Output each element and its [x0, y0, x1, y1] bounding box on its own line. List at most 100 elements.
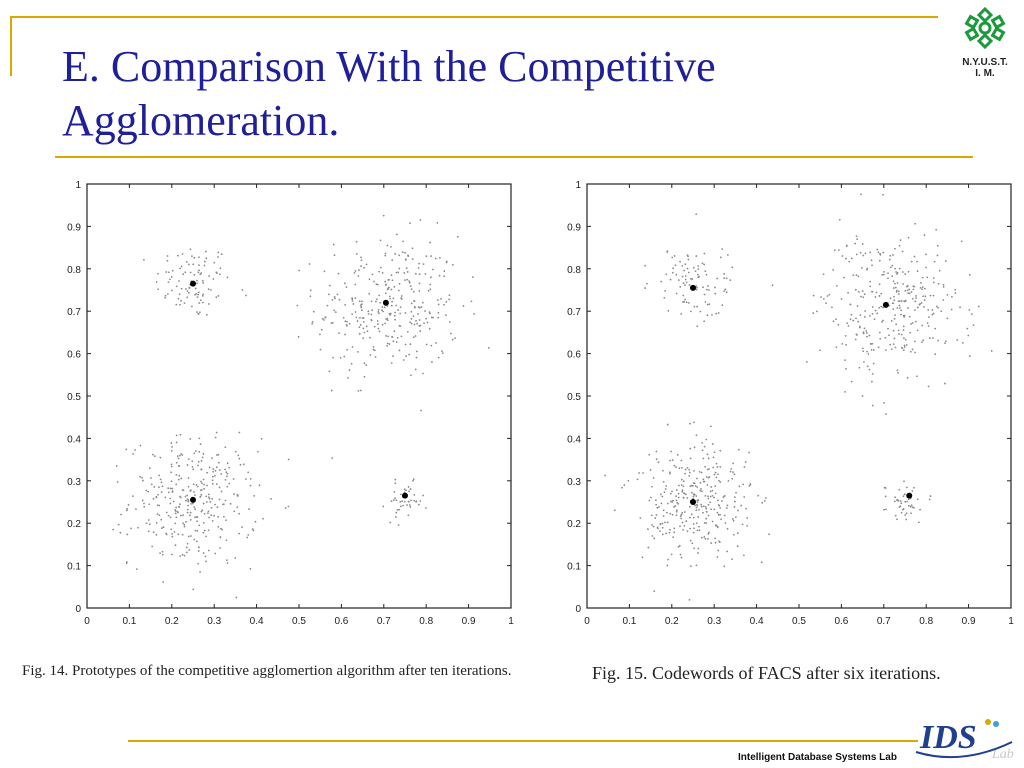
data-point: [394, 497, 396, 500]
data-point: [323, 270, 326, 273]
data-point: [716, 466, 719, 468]
data-point: [695, 564, 698, 567]
data-point: [412, 315, 415, 318]
data-point: [196, 282, 198, 285]
data-point: [179, 514, 182, 517]
data-point: [659, 530, 661, 533]
data-point: [956, 339, 959, 341]
data-point: [430, 276, 432, 279]
data-point: [213, 514, 215, 517]
data-point: [935, 228, 938, 231]
data-point: [370, 318, 373, 321]
data-point: [156, 504, 159, 507]
data-point: [910, 260, 913, 263]
data-point: [743, 466, 746, 468]
data-point: [390, 362, 393, 364]
data-point: [937, 282, 940, 285]
data-point: [175, 441, 178, 444]
data-point: [419, 500, 422, 502]
data-point: [761, 501, 764, 504]
data-point: [192, 468, 195, 471]
data-point: [822, 273, 825, 276]
data-point: [922, 295, 924, 298]
data-point: [682, 485, 685, 488]
data-point: [714, 292, 717, 295]
y-tick-label: 0.6: [67, 350, 81, 361]
data-point: [954, 288, 957, 291]
data-point: [116, 481, 119, 483]
data-point: [223, 515, 225, 518]
data-point: [661, 526, 664, 529]
data-point: [679, 515, 682, 518]
data-point: [148, 503, 151, 506]
data-point: [690, 513, 693, 516]
data-point: [190, 535, 192, 537]
data-point: [417, 267, 420, 269]
data-point: [247, 471, 250, 474]
data-point: [655, 514, 658, 516]
data-point: [166, 293, 169, 295]
x-tick-label: 0.1: [622, 616, 636, 627]
data-point: [812, 312, 815, 314]
data-point: [419, 219, 422, 221]
data-point: [404, 258, 407, 261]
data-point: [661, 533, 664, 536]
data-point: [321, 317, 324, 320]
y-tick-label: 0.7: [567, 307, 581, 318]
data-point: [912, 506, 915, 509]
data-point: [689, 516, 691, 519]
data-point: [197, 293, 200, 296]
data-point: [228, 466, 231, 469]
data-point: [212, 278, 215, 280]
data-point: [218, 469, 221, 471]
data-point: [195, 292, 198, 295]
data-point: [160, 491, 163, 494]
data-point: [706, 314, 709, 317]
data-point: [691, 542, 694, 545]
slide-title: E. Comparison With the Competitive Agglo…: [62, 42, 716, 145]
data-point: [642, 472, 644, 474]
data-point: [373, 325, 376, 328]
data-point: [202, 521, 205, 524]
data-point: [238, 532, 240, 535]
data-point: [678, 467, 681, 470]
data-point: [942, 286, 945, 288]
data-point: [672, 267, 675, 270]
data-point: [334, 297, 336, 300]
data-point: [850, 257, 853, 260]
data-point: [179, 433, 182, 436]
data-point: [902, 508, 905, 510]
y-tick-label: 0.4: [567, 434, 581, 445]
data-point: [719, 449, 722, 452]
data-point: [849, 303, 852, 306]
data-point: [416, 350, 418, 353]
data-point: [365, 325, 368, 328]
data-point: [354, 270, 357, 272]
data-point: [404, 251, 406, 254]
prototype-point: [882, 301, 889, 308]
data-point: [660, 502, 663, 505]
data-point: [420, 306, 423, 308]
data-point: [902, 314, 905, 317]
data-point: [386, 244, 389, 247]
x-tick-label: 0.3: [207, 616, 221, 627]
data-point: [654, 517, 657, 519]
data-point: [865, 332, 868, 334]
data-point: [680, 478, 683, 481]
data-point: [434, 257, 437, 260]
data-point: [912, 288, 915, 291]
data-point: [871, 404, 874, 407]
data-point: [211, 482, 214, 485]
data-point: [186, 542, 189, 545]
data-point: [904, 273, 907, 275]
data-point: [872, 362, 875, 365]
data-point: [675, 499, 678, 502]
data-point: [655, 503, 658, 506]
data-point: [895, 291, 898, 293]
data-point: [730, 467, 733, 470]
data-point: [661, 495, 664, 498]
data-point: [896, 518, 898, 521]
data-point: [910, 504, 913, 507]
data-point: [212, 468, 215, 470]
data-point: [688, 505, 691, 508]
